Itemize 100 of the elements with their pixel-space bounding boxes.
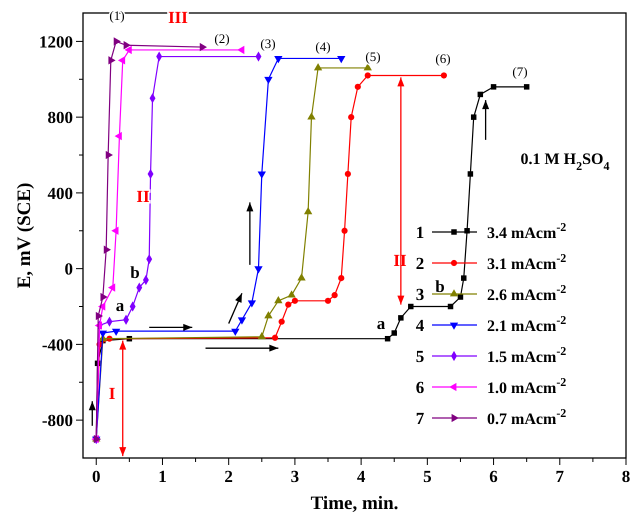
point bbox=[304, 207, 312, 214]
annotation: (6) bbox=[435, 50, 451, 66]
annotation: (7) bbox=[512, 64, 528, 79]
point bbox=[274, 56, 283, 64]
y-tick-label: 0 bbox=[64, 260, 73, 279]
annotation: I bbox=[108, 384, 116, 403]
point bbox=[231, 328, 240, 336]
annotation: b bbox=[435, 276, 445, 296]
x-axis-title: Time, min. bbox=[310, 493, 398, 514]
x-tick-label: 1 bbox=[158, 467, 167, 486]
point bbox=[354, 84, 361, 90]
legend-label: 2.1 mAcm$^{-2}$ bbox=[487, 313, 566, 335]
annotation: (4) bbox=[315, 38, 331, 54]
point bbox=[364, 63, 372, 70]
point bbox=[338, 275, 344, 282]
point bbox=[112, 328, 120, 336]
x-tick-label: 3 bbox=[290, 467, 300, 486]
point bbox=[398, 315, 404, 321]
legend-label: 3.1 mAcm$^{-2}$ bbox=[487, 251, 566, 273]
legend-label: 1.5 mAcm$^{-2}$ bbox=[487, 344, 566, 366]
point bbox=[332, 292, 338, 298]
x-tick-label: 8 bbox=[622, 467, 630, 486]
point bbox=[297, 273, 306, 281]
annotation: b bbox=[130, 262, 140, 282]
point bbox=[314, 63, 322, 70]
point bbox=[248, 300, 256, 308]
annotation: 7 bbox=[416, 409, 425, 428]
point bbox=[264, 76, 273, 84]
legend-label: 0.7 mAcm$^{-2}$ bbox=[487, 406, 566, 428]
legend-label: 3.4 mAcm$^{-2}$ bbox=[487, 220, 566, 242]
point bbox=[108, 283, 116, 292]
annotation: (3) bbox=[260, 36, 276, 51]
point bbox=[254, 266, 263, 274]
point bbox=[341, 228, 348, 234]
point bbox=[391, 330, 397, 336]
point bbox=[285, 302, 292, 308]
point bbox=[287, 290, 296, 298]
annotation: 1 bbox=[416, 223, 424, 242]
point bbox=[111, 226, 119, 235]
legend-label: 2.6 mAcm$^{-2}$ bbox=[487, 282, 566, 304]
x-tick-label: 7 bbox=[556, 467, 565, 486]
annotation: 5 bbox=[416, 347, 424, 366]
point bbox=[114, 132, 122, 140]
x-tick-label: 5 bbox=[423, 467, 432, 486]
y-axis-title: E, mV (SCE) bbox=[14, 182, 35, 288]
point bbox=[272, 334, 278, 341]
legend-label: 1.0 mAcm$^{-2}$ bbox=[487, 375, 566, 397]
point bbox=[100, 292, 108, 302]
point bbox=[104, 246, 111, 254]
point bbox=[98, 330, 108, 338]
x-tick-label: 0 bbox=[92, 467, 100, 486]
annotation: 6 bbox=[416, 378, 424, 397]
point bbox=[264, 311, 273, 318]
point bbox=[524, 84, 530, 90]
annotation: 0.1 M H$_{2}$SO$_{4}$ bbox=[520, 150, 610, 173]
point bbox=[468, 171, 474, 177]
point bbox=[384, 336, 390, 342]
point bbox=[490, 84, 496, 90]
point bbox=[292, 298, 298, 304]
point bbox=[348, 114, 354, 120]
point bbox=[344, 170, 351, 178]
point bbox=[237, 46, 244, 54]
annotation: a bbox=[376, 314, 386, 333]
y-tick-label: 1200 bbox=[39, 32, 73, 52]
point bbox=[118, 56, 126, 64]
point bbox=[440, 72, 447, 79]
point bbox=[96, 312, 104, 320]
point bbox=[458, 294, 464, 300]
point bbox=[278, 318, 285, 325]
point bbox=[478, 92, 484, 98]
point bbox=[200, 42, 207, 52]
y-tick-label: -800 bbox=[42, 411, 73, 430]
point bbox=[364, 72, 371, 79]
point bbox=[124, 41, 131, 50]
point bbox=[337, 56, 346, 64]
annotation: II bbox=[136, 186, 150, 206]
point bbox=[274, 296, 283, 304]
annotation: (5) bbox=[365, 48, 381, 64]
annotation: 2 bbox=[416, 254, 424, 273]
point bbox=[324, 298, 332, 304]
x-tick-label: 6 bbox=[489, 467, 498, 486]
point bbox=[238, 317, 246, 325]
annotation: 3 bbox=[416, 285, 424, 304]
y-tick-label: 800 bbox=[48, 108, 73, 128]
point bbox=[307, 112, 316, 120]
annotation: III bbox=[168, 8, 188, 27]
x-tick-label: 2 bbox=[224, 467, 233, 486]
y-tick-label: -400 bbox=[42, 335, 73, 354]
point bbox=[258, 172, 266, 179]
point bbox=[106, 150, 113, 160]
point bbox=[461, 275, 466, 281]
x-tick-label: 4 bbox=[356, 467, 366, 486]
point bbox=[108, 56, 116, 64]
point bbox=[448, 304, 454, 310]
point bbox=[124, 46, 132, 54]
annotation: (2) bbox=[214, 30, 230, 46]
annotation: a bbox=[116, 296, 125, 315]
point bbox=[114, 37, 121, 46]
point bbox=[470, 114, 476, 120]
point bbox=[408, 304, 414, 310]
